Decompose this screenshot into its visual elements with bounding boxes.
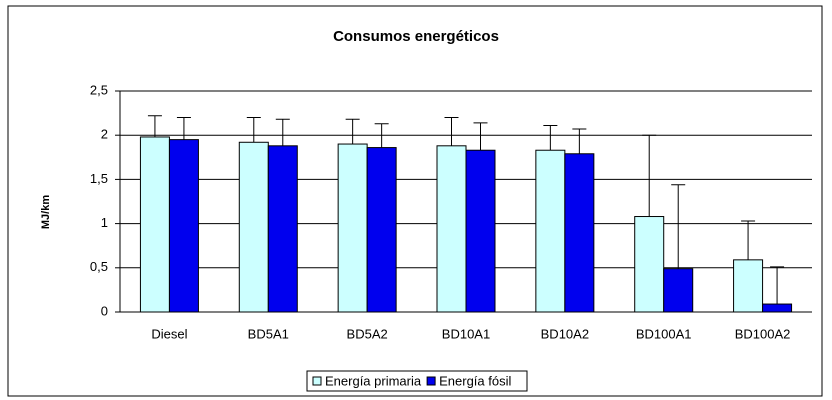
bar (267, 145, 298, 313)
legend-box (306, 370, 528, 392)
bar (663, 268, 694, 313)
y-tick-label: 1 (101, 215, 108, 230)
bar (139, 136, 170, 313)
y-tick-label: 0,5 (90, 259, 108, 274)
x-tick-label: BD5A1 (248, 326, 289, 341)
chart-title: Consumos energéticos (333, 28, 499, 45)
error-bar (176, 117, 191, 140)
error-bar (770, 266, 785, 305)
error-bar (345, 118, 360, 145)
bar (436, 145, 467, 313)
y-tick-label: 0 (101, 303, 108, 318)
bar (238, 141, 269, 313)
x-tick-label: BD10A2 (541, 326, 589, 341)
legend-label: Energía primaria (325, 373, 422, 388)
x-tick-label: BD5A2 (347, 326, 388, 341)
x-tick-label: BD100A1 (636, 326, 692, 341)
y-tick-label: 2,5 (90, 82, 108, 97)
x-tick-label: Diesel (151, 326, 187, 341)
chart-frame (7, 5, 823, 397)
legend-swatch (312, 376, 322, 386)
x-tick-label: BD100A2 (735, 326, 791, 341)
bar (762, 303, 793, 313)
legend-swatch (426, 376, 436, 386)
bar (465, 149, 496, 313)
error-bar (275, 118, 290, 146)
bar (366, 147, 397, 313)
bar (733, 259, 764, 313)
error-bar (473, 122, 488, 151)
bar (535, 149, 566, 313)
error-bar (741, 220, 756, 260)
error-bar (246, 117, 261, 143)
bar (337, 143, 368, 313)
bar (634, 216, 665, 313)
y-axis-label: MJ/km (40, 195, 52, 229)
bar (168, 139, 199, 313)
error-bar (671, 184, 686, 269)
error-bar (543, 124, 558, 151)
bar (564, 153, 595, 313)
legend-label: Energía fósil (439, 373, 511, 388)
y-tick-label: 1,5 (90, 171, 108, 186)
error-bar (444, 117, 459, 146)
error-bar (572, 128, 587, 154)
error-bar (374, 123, 389, 148)
error-bar (147, 115, 162, 137)
x-tick-label: BD10A1 (442, 326, 490, 341)
error-bar (642, 134, 657, 217)
y-tick-label: 2 (101, 127, 108, 142)
